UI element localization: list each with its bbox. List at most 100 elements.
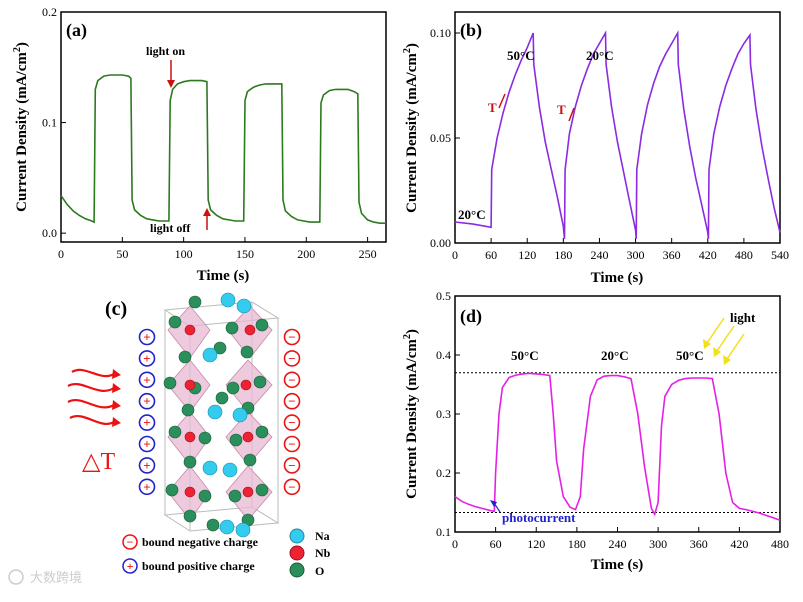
panel-d-xtick-label: 60 [490, 537, 502, 551]
panel-c: (c) [67, 292, 331, 578]
panel-b-xtick-label: 360 [663, 248, 681, 262]
watermark: 大数跨境 [8, 569, 82, 586]
panel-b-ylabel: Current Density (mA/cm2) [402, 43, 420, 213]
o-atoms [163, 295, 269, 532]
panel-a-xlabel: Time (s) [197, 268, 250, 284]
positive-charge-symbol: + [143, 415, 150, 430]
negative-charge-circle [283, 392, 301, 410]
legend-pos-icon [122, 558, 138, 574]
panel-d-xtick-label: 300 [649, 537, 667, 551]
panel-a-xtick-label: 100 [175, 247, 193, 261]
negative-charge-circle [283, 457, 301, 474]
annotation-20c: 20°C [586, 48, 614, 63]
positive-charge-circle [138, 414, 156, 431]
panel-d-ytick-label: 0.5 [436, 289, 451, 303]
annotation-20c: 20°C [601, 348, 629, 363]
panel-b: (b) 0 60 120 180 240 300 360 420 480 540 0.00 0.05… [402, 11, 789, 286]
panel-b-xtick-label: 180 [554, 248, 572, 262]
legend-o-icon [289, 562, 305, 578]
legend-pos-symbol: + [127, 559, 134, 573]
negative-charge-circle [283, 414, 301, 431]
panel-b-xlabel: Time (s) [591, 270, 644, 286]
panel-c-label: (c) [105, 298, 127, 320]
panel-d-xtick-label: 420 [730, 537, 748, 551]
arrow-t-down [568, 107, 575, 122]
legend-neg-symbol: − [127, 535, 134, 549]
panel-b-xtick-label: 0 [452, 248, 458, 262]
delta-t-label: △T [82, 449, 115, 475]
negative-charge-symbol: − [288, 458, 295, 473]
negative-charge-symbol: − [288, 372, 295, 387]
panel-a-ylabel: Current Density (mA/cm2) [12, 42, 30, 212]
panel-b-frame [454, 11, 781, 244]
annotation-50c-2: 50°C [676, 348, 704, 363]
panel-b-series-line [454, 30, 781, 239]
annotation-50c-1: 50°C [511, 348, 539, 363]
positive-charge-circle [138, 457, 156, 474]
panel-d-ytick-label: 0.1 [436, 525, 451, 539]
legend-nb-text: Nb [315, 546, 331, 560]
panel-b-ytick-label: 0.00 [430, 236, 451, 250]
panel-d-series-line [454, 372, 781, 521]
legend-pos-text: bound positive charge [142, 559, 255, 573]
legend-neg-text: bound negative charge [142, 535, 259, 549]
panel-b-xtick-label: 300 [627, 248, 645, 262]
panel-b-xtick-label: 240 [590, 248, 608, 262]
annotation-photocurrent: photocurrent [502, 510, 576, 525]
panel-a-frame [60, 11, 387, 243]
light-arrows [706, 317, 745, 360]
panel-a-series-line [60, 74, 386, 224]
negative-charge-circle [283, 371, 301, 389]
negative-charge-symbol: − [288, 479, 295, 494]
legend-nb-icon [289, 545, 305, 561]
heat-arrowheads [112, 369, 121, 427]
positive-charge-circle [138, 350, 156, 367]
panel-b-xtick-label: 420 [699, 248, 717, 262]
panel-a-xtick-label: 200 [297, 247, 315, 261]
negative-charge-symbol: − [288, 415, 295, 430]
positive-charge-symbol: + [143, 394, 150, 409]
panel-a-xtick-label: 150 [236, 247, 254, 261]
panel-d-xtick-label: 240 [609, 537, 627, 551]
positive-charge-symbol: + [143, 437, 150, 452]
annotation-light-on: light on [146, 44, 185, 58]
arrow-t-up [498, 93, 506, 109]
positive-charge-column: + + + + + + + + [138, 328, 156, 496]
negative-charge-circle [283, 478, 301, 496]
panel-a-xtick-label: 50 [116, 247, 128, 261]
panel-a-ytick-label: 0.2 [42, 5, 57, 19]
panel-b-xtick-label: 540 [771, 248, 789, 262]
positive-charge-symbol: + [143, 372, 150, 387]
negative-charge-column: − − − − − − − − [283, 328, 301, 496]
panel-b-xtick-label: 60 [485, 248, 497, 262]
positive-charge-symbol: + [143, 351, 150, 366]
watermark-logo-icon [8, 569, 24, 585]
heat-arrows [67, 368, 115, 425]
arrowhead-light-off [203, 208, 211, 216]
negative-charge-symbol: − [288, 351, 295, 366]
panel-a-ytick-label: 0.0 [42, 226, 57, 240]
negative-charge-symbol: − [288, 437, 295, 452]
na-atoms [202, 292, 252, 538]
panel-b-ytick-label: 0.10 [430, 26, 451, 40]
arrowhead-light-on [167, 80, 175, 88]
positive-charge-circle [138, 328, 156, 346]
positive-charge-symbol: + [143, 479, 150, 494]
positive-charge-circle [138, 371, 156, 389]
panel-b-label: (b) [460, 20, 482, 41]
panel-d-ytick-label: 0.2 [436, 466, 451, 480]
positive-charge-circle [138, 392, 156, 410]
negative-charge-circle [283, 435, 301, 453]
nb-atoms [184, 324, 256, 498]
annotation-t-up: T [488, 100, 497, 115]
annotation-t-down: T [557, 102, 566, 117]
panel-a-xtick-label: 250 [359, 247, 377, 261]
panel-d: (d) 0 60 120 180 240 300 360 420 480 0.1 0.2 0.3 0.… [402, 289, 789, 573]
panel-b-xtick-label: 480 [735, 248, 753, 262]
positive-charge-circle [138, 435, 156, 453]
legend-na-icon [289, 528, 305, 544]
positive-charge-symbol: + [143, 458, 150, 473]
negative-charge-symbol: − [288, 330, 295, 345]
legend-o-text: O [315, 564, 324, 578]
watermark-text: 大数跨境 [30, 571, 82, 586]
